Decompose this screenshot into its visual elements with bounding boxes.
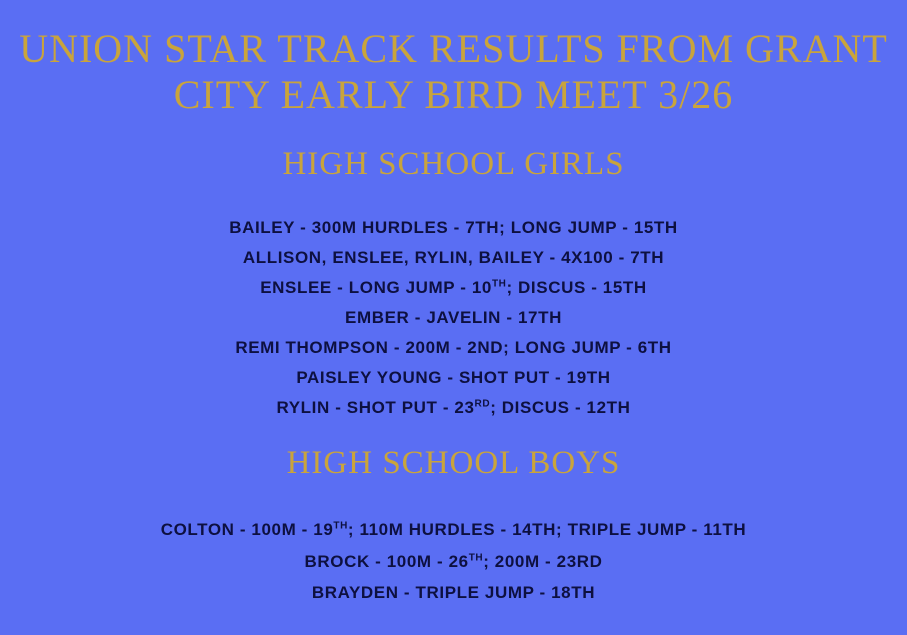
text: BRAYDEN - TRIPLE JUMP - 18TH (311, 583, 596, 602)
text: EMBER - JAVELIN - 17TH (345, 308, 562, 327)
text: RYLIN - SHOT PUT - 23 (276, 398, 475, 417)
text: ALLISON, ENSLEE, RYLIN, BAILEY - 4X100 -… (242, 248, 665, 267)
result-line: BROCK - 100M - 26TH; 200M - 23RD (0, 546, 907, 578)
section-heading: HIGH SCHOOL BOYS (286, 445, 621, 481)
title: UNION STAR TRACK RESULTS FROM GRANT CITY… (19, 26, 888, 117)
superscript: TH (333, 520, 348, 532)
text: ; DISCUS - 15TH (506, 278, 647, 297)
text: REMI THOMPSON - 200M - 2ND; LONG JUMP - … (235, 338, 672, 357)
page: UNION STAR TRACK RESULTS FROM GRANT CITY… (0, 26, 907, 635)
section: HIGH SCHOOL BOYS COLTON - 100M - 19TH; 11… (0, 445, 907, 609)
section: HIGH SCHOOL GIRLS BAILEY - 300M HURDLES -… (0, 146, 907, 423)
superscript: TH (491, 278, 507, 290)
result-line: BAILEY - 300M HURDLES - 7TH; LONG JUMP -… (0, 213, 907, 243)
text: ; 110M HURDLES - 14TH; TRIPLE JUMP - 11T… (347, 520, 747, 539)
result-line: ENSLEE - LONG JUMP - 10TH; DISCUS - 15TH (0, 273, 907, 303)
result-line: COLTON - 100M - 19TH; 110M HURDLES - 14T… (0, 514, 907, 546)
text: COLTON - 100M - 19 (160, 520, 334, 539)
section-heading: HIGH SCHOOL GIRLS (282, 146, 625, 182)
superscript: RD (474, 398, 491, 410)
result-line: REMI THOMPSON - 200M - 2ND; LONG JUMP - … (0, 333, 907, 363)
text: PAISLEY YOUNG - SHOT PUT - 19TH (296, 368, 611, 387)
superscript: TH (468, 551, 484, 563)
text: BROCK - 100M - 26 (304, 551, 469, 571)
text: ; 200M - 23RD (483, 551, 603, 571)
text: BAILEY - 300M HURDLES - 7TH; LONG JUMP -… (229, 218, 678, 237)
result-line: PAISLEY YOUNG - SHOT PUT - 19TH (0, 363, 907, 393)
result-line: EMBER - JAVELIN - 17TH (0, 303, 907, 333)
result-line: RYLIN - SHOT PUT - 23RD; DISCUS - 12TH (0, 393, 907, 423)
result-line: ALLISON, ENSLEE, RYLIN, BAILEY - 4X100 -… (0, 243, 907, 273)
text: ENSLEE - LONG JUMP - 10 (260, 278, 492, 297)
text: ; DISCUS - 12TH (490, 398, 631, 417)
result-line: BRAYDEN - TRIPLE JUMP - 18TH (0, 577, 907, 609)
